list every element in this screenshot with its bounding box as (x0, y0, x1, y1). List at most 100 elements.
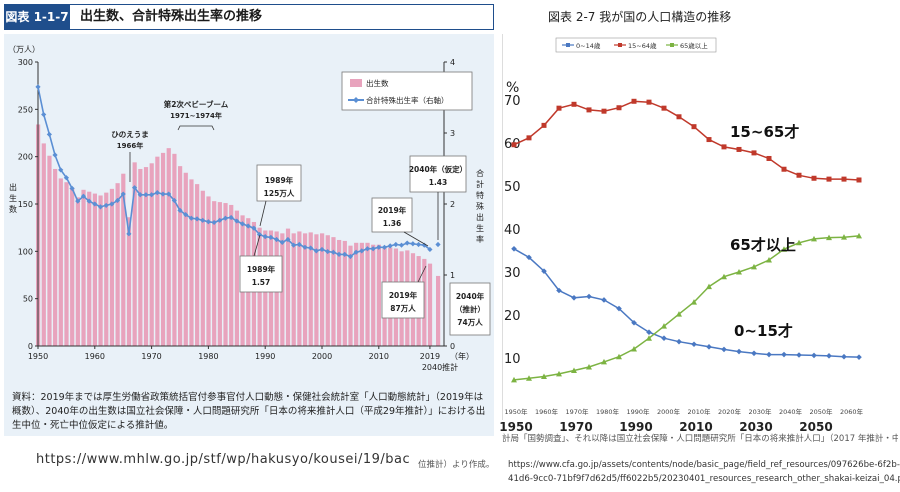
series-point (571, 295, 577, 301)
y-tick-label: 0 (28, 342, 33, 351)
y-tick-label: 10 (504, 352, 521, 367)
series-point (631, 345, 637, 352)
birth-bar (365, 242, 370, 346)
tfr-point (387, 243, 393, 249)
tfr-point (69, 185, 75, 191)
y2-tick-label: 3 (450, 129, 455, 138)
y2-tick-label: 1 (450, 271, 455, 280)
tfr-point (256, 231, 263, 238)
birth-bar (200, 190, 205, 346)
series-point (721, 273, 727, 280)
inner-x-tick-label: 2030年 (748, 407, 772, 416)
tfr-point (160, 191, 166, 197)
series-point (796, 239, 802, 246)
x-tick-label: 2050 (799, 420, 832, 434)
tfr-point (217, 217, 223, 223)
callout-2019-tfr-pointer (403, 231, 429, 247)
legend-box (341, 71, 473, 111)
inner-x-tick-label: 2000年 (657, 407, 681, 416)
x-tick-label: 2030 (739, 420, 772, 434)
y-axis-title-char: 生 (9, 193, 17, 203)
inner-x-tick-label: 1970年 (565, 407, 589, 416)
tfr-point (421, 242, 427, 248)
series-point (721, 144, 727, 150)
tfr-point (239, 221, 246, 227)
legend-marker (670, 43, 674, 47)
x-tick-label: 1970 (141, 352, 161, 361)
tfr-point (353, 249, 359, 255)
series-point (646, 99, 652, 105)
y-tick-label: 250 (18, 105, 33, 114)
inner-x-tick-label: 1980年 (596, 407, 620, 416)
x-tick-label: 1990 (255, 352, 275, 361)
boom-years-label: 1971~1974年 (170, 111, 222, 120)
figure-badge: 図表 1-1-7 (4, 4, 70, 30)
series-point (856, 177, 862, 183)
birth-bar (53, 168, 58, 346)
tfr-point (63, 175, 69, 181)
series-point (721, 346, 727, 353)
tfr-point (404, 240, 410, 246)
inner-x-tick-label: 1960年 (535, 407, 559, 416)
tfr-point (273, 236, 280, 243)
callout-2019-births-value: 87万人 (390, 304, 416, 313)
tfr-point (228, 214, 234, 221)
series-point (781, 166, 787, 172)
birth-bar (291, 233, 296, 346)
y2-tick-label: 2 (450, 200, 455, 209)
series-point (796, 172, 802, 178)
series-point (571, 101, 577, 107)
tfr-point (279, 239, 285, 245)
tfr-point (75, 198, 81, 204)
series-point (661, 105, 667, 111)
y2-axis-title-char: 合 (476, 168, 484, 178)
birth-bar (371, 244, 376, 346)
y-tick-label: 30 (504, 266, 521, 281)
series-point (766, 155, 772, 161)
population-lines (511, 98, 862, 383)
legend-marker (618, 43, 622, 47)
callout-2040-tfr-value: 1.43 (429, 178, 448, 187)
series-point (556, 370, 562, 377)
callout-1989-tfr-pointer (253, 234, 261, 257)
callout-2019-births-year: 2019年 (389, 290, 418, 300)
birth-bar (149, 163, 154, 346)
inner-x-tick-label: 2010年 (687, 407, 711, 416)
birth-bar (348, 245, 353, 346)
tfr-point (245, 223, 251, 229)
tfr-point (97, 204, 104, 210)
x-tick-label: 1950 (499, 420, 532, 434)
series-point (691, 341, 697, 348)
y-tick-label: 100 (18, 247, 33, 256)
y2-axis-title-char: 出 (476, 212, 484, 222)
left-source-note: 資料：2019年までは厚生労働省政策統括官付参事官付人口動態・保健社会統計室「人… (12, 392, 486, 431)
birth-bar (206, 196, 211, 346)
series-point (601, 297, 607, 303)
right-url-1: https://www.cfa.go.jp/assets/contents/no… (508, 460, 900, 470)
label-0-15: 0~15才 (734, 322, 793, 340)
right-source-line: 計局「国勢調査」、それ以降は国立社会保障・人口問題研究所「日本の将来推計人口」（… (502, 434, 898, 444)
tfr-point (398, 242, 405, 248)
tfr-point (92, 201, 98, 207)
birth-axes: 0 50 100 150 200 250 300 0 1 2 3 4 1950 1960 1970 1980 1… (8, 45, 484, 372)
birth-bar (132, 162, 137, 346)
inner-x-tick-label: 2050年 (809, 407, 833, 416)
legend-label: 15~64歳 (628, 41, 657, 50)
birth-bar (234, 210, 239, 346)
tfr-point (291, 242, 297, 248)
tfr-point (251, 225, 257, 231)
tfr-point (427, 246, 433, 253)
callout-2019-tfr-year: 2019年 (378, 205, 407, 215)
series-point (616, 305, 622, 312)
series-point (541, 122, 547, 128)
tfr-point (41, 111, 47, 118)
birth-bar (155, 156, 160, 346)
tfr-point (171, 197, 177, 204)
y2-axis-title-char: 計 (476, 179, 484, 189)
series-point (736, 348, 742, 355)
tfr-point (194, 216, 200, 222)
legend-label: 65歳以上 (680, 41, 708, 50)
legend-marker-tfr (353, 97, 359, 103)
series-point (541, 268, 547, 274)
